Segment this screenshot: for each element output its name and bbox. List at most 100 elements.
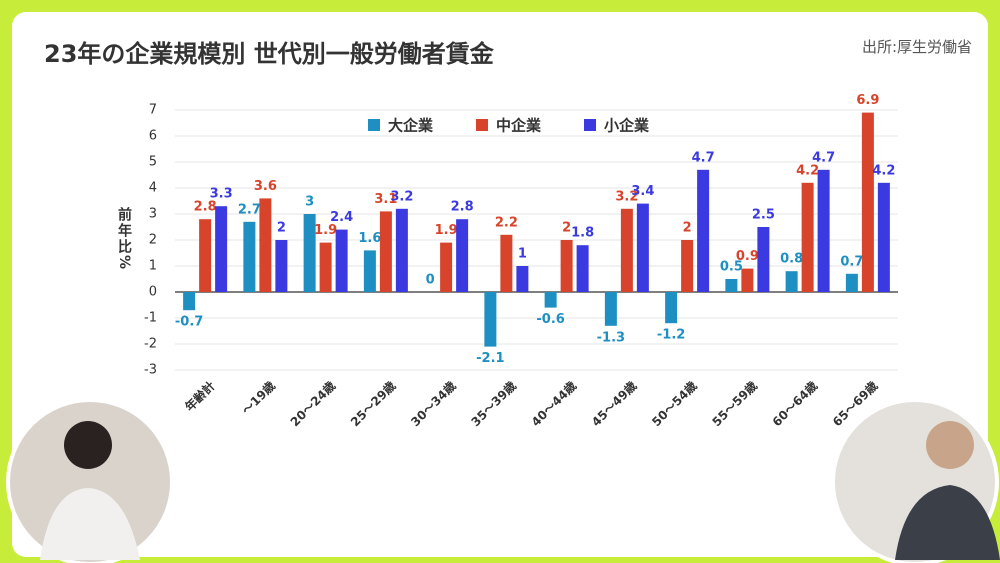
- bar: [484, 292, 497, 347]
- y-tick-label: 6: [149, 129, 157, 144]
- data-label: 3.2: [390, 189, 413, 204]
- legend-label: 小企業: [604, 117, 650, 135]
- bar: [620, 208, 633, 292]
- data-label: 0.5: [720, 260, 743, 275]
- bar: [681, 240, 694, 292]
- data-label: 3: [305, 195, 314, 210]
- bar: [395, 208, 408, 292]
- bar: [199, 219, 212, 292]
- y-tick-label: -3: [144, 363, 157, 378]
- webcam-left: [6, 398, 174, 563]
- x-tick-label: 年齢計: [182, 378, 218, 414]
- data-label: 3.6: [254, 179, 277, 194]
- source-note: 出所:厚生労働省: [861, 38, 972, 56]
- bar: [516, 266, 529, 292]
- bar: [697, 169, 710, 292]
- bar: [456, 219, 469, 292]
- y-tick-label: 3: [149, 207, 157, 222]
- data-label: 4.2: [872, 163, 895, 178]
- bar: [379, 211, 392, 292]
- data-label: 1.8: [571, 226, 594, 241]
- data-label: 0: [426, 273, 435, 288]
- y-tick-label: -1: [144, 311, 157, 326]
- bar: [576, 245, 589, 292]
- legend-label: 中企業: [496, 117, 542, 135]
- legend-label: 大企業: [388, 117, 434, 135]
- x-tick-label: 20〜24歳: [287, 378, 338, 429]
- x-tick-label: 30〜34歳: [408, 378, 459, 429]
- bar: [636, 203, 649, 292]
- data-label: 1.6: [358, 231, 381, 246]
- y-tick-label: -2: [144, 337, 157, 352]
- y-tick-label: 7: [149, 103, 157, 118]
- y-tick-label: 2: [149, 233, 157, 248]
- bar: [243, 221, 256, 292]
- x-tick-label: 35〜39歳: [468, 378, 519, 429]
- bar: [725, 279, 738, 292]
- data-label: 2.7: [238, 202, 261, 217]
- data-label: 2: [683, 221, 692, 236]
- data-label: 1.9: [435, 223, 458, 238]
- bar: [500, 234, 513, 292]
- data-label: 6.9: [856, 93, 879, 108]
- data-label: 3.1: [374, 192, 397, 207]
- bar: [741, 268, 754, 292]
- y-tick-label: 5: [149, 155, 157, 170]
- data-label: 4.2: [796, 163, 819, 178]
- bar: [303, 214, 316, 292]
- x-tick-label: 40〜44歳: [528, 378, 579, 429]
- x-tick-label: 25〜29歳: [347, 378, 398, 429]
- bar: [665, 292, 678, 324]
- legend-swatch: [584, 119, 596, 131]
- data-label: 4.7: [812, 150, 835, 165]
- data-label: 0.7: [840, 254, 863, 269]
- data-label: 0.9: [736, 249, 759, 264]
- x-tick-label: 〜19歳: [239, 378, 278, 417]
- x-tick-label: 55〜59歳: [709, 378, 760, 429]
- data-label: 2.2: [495, 215, 518, 230]
- bar: [335, 229, 348, 292]
- y-tick-label: 0: [149, 285, 157, 300]
- legend-swatch: [368, 119, 380, 131]
- data-label: -2.1: [476, 351, 504, 366]
- bar: [259, 198, 272, 292]
- bar: [275, 240, 288, 292]
- data-label: 2.8: [194, 200, 217, 215]
- bar: [801, 182, 814, 292]
- bar: [215, 206, 228, 292]
- bar: [363, 250, 376, 292]
- bar: [560, 240, 573, 292]
- bar: [877, 182, 890, 292]
- data-label: -1.2: [657, 328, 685, 343]
- data-label: 1.9: [314, 223, 337, 238]
- data-label: -0.7: [175, 315, 203, 330]
- x-tick-label: 50〜54歳: [649, 378, 700, 429]
- bar: [604, 292, 617, 326]
- y-tick-label: 4: [149, 181, 157, 196]
- data-label: 2.8: [451, 200, 474, 215]
- webcam-right: [831, 398, 1000, 563]
- data-label: 2: [562, 221, 571, 236]
- data-label: 1: [518, 247, 527, 262]
- data-label: -1.3: [597, 330, 625, 345]
- data-label: 3.2: [615, 189, 638, 204]
- data-label: 4.7: [692, 150, 715, 165]
- y-tick-label: 1: [149, 259, 157, 274]
- x-tick-label: 60〜64歳: [769, 378, 820, 429]
- data-label: 3.3: [210, 187, 233, 202]
- data-label: 2.4: [330, 210, 353, 225]
- bar: [757, 227, 770, 292]
- data-label: 2.5: [752, 208, 775, 223]
- bar: [861, 112, 874, 292]
- bar: [817, 169, 830, 292]
- x-tick-label: 45〜49歳: [588, 378, 639, 429]
- data-label: 0.8: [780, 252, 803, 267]
- bar: [183, 292, 196, 311]
- bar: [544, 292, 557, 308]
- y-axis-label: 前年比%: [116, 207, 132, 272]
- bar: [440, 242, 453, 292]
- data-label: 2: [277, 221, 286, 236]
- bar: [845, 273, 858, 292]
